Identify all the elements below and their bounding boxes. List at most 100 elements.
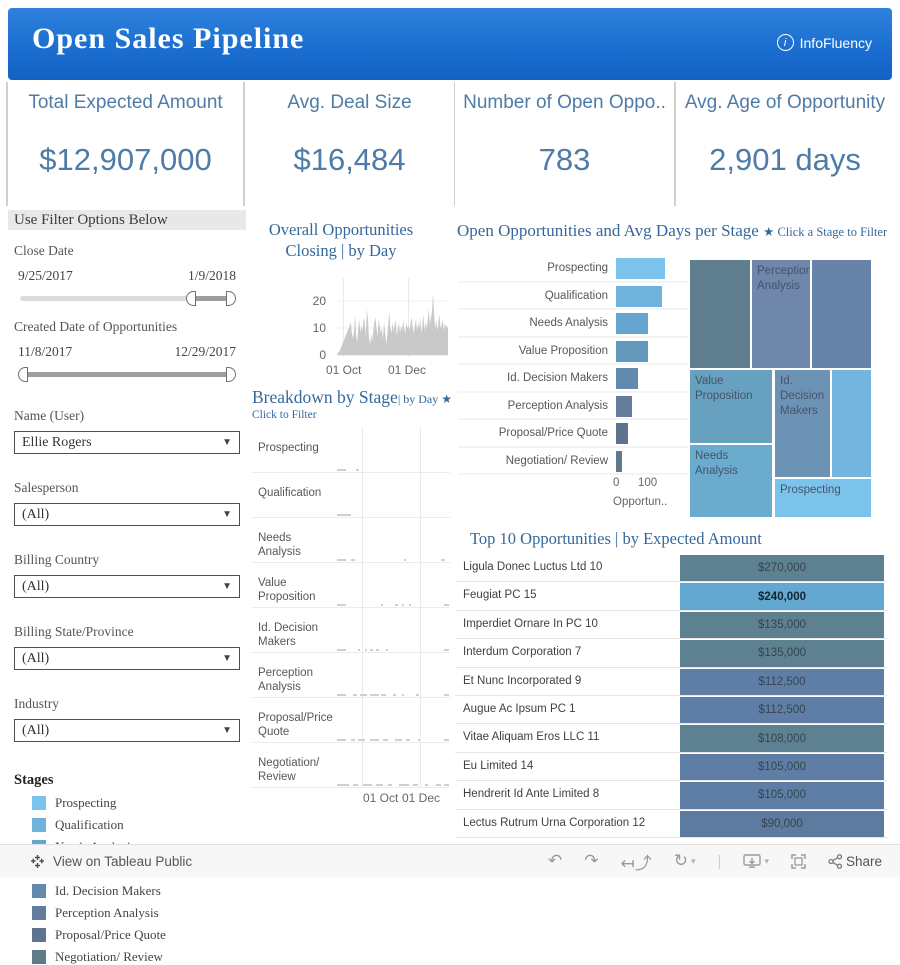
legend-swatch (32, 884, 46, 898)
treemap-cell-needs-analysis[interactable]: Needs Analysis (690, 445, 772, 517)
treemap-cell-id-decision-makers[interactable]: Id. Decision Makers (775, 370, 830, 477)
breakdown-row-label: Qualification (258, 487, 336, 501)
stage-bar-row[interactable]: Prospecting (458, 255, 688, 283)
stage-bar-row[interactable]: Negotiation/ Review (458, 448, 688, 476)
sparkline-mark (358, 649, 360, 651)
dropdown-select[interactable]: (All)▼ (14, 719, 240, 742)
download-button[interactable]: ▾ (743, 854, 769, 869)
table-row[interactable]: Ligula Donec Luctus Ltd 10$270,000 (455, 554, 887, 582)
close-date-slider[interactable] (20, 290, 234, 306)
view-on-tableau-public-link[interactable]: View on Tableau Public (30, 854, 192, 869)
table-row[interactable]: Hendrerit Id Ante Limited 8$105,000 (455, 781, 887, 809)
slider-right-handle[interactable] (226, 291, 236, 306)
stage-bar[interactable] (616, 396, 632, 417)
fullscreen-button[interactable] (791, 854, 806, 869)
table-row[interactable]: Imperdiet Ornare In PC 10$135,000 (455, 611, 887, 639)
treemap-cell-value-proposition[interactable]: Value Proposition (690, 370, 772, 443)
revert-button[interactable]: ↤⤴ (621, 849, 652, 874)
stage-bar[interactable] (616, 258, 665, 279)
created-date-slider[interactable] (20, 366, 234, 382)
dropdown-select[interactable]: (All)▼ (14, 503, 240, 526)
treemap-cell-negotiation-review[interactable] (690, 260, 750, 368)
tableau-logo-icon (30, 854, 45, 869)
breakdown-row[interactable]: Qualification (252, 473, 450, 518)
legend-item[interactable]: Proposal/Price Quote (32, 927, 246, 943)
axis-tick-100: 100 (638, 477, 657, 489)
breakdown-row-chart (335, 743, 450, 788)
legend-item[interactable]: Prospecting (32, 795, 246, 811)
table-row[interactable]: Lectus Rutrum Urna Corporation 12$90,000 (455, 810, 887, 838)
breakdown-row[interactable]: Prospecting (252, 428, 450, 473)
undo-button[interactable]: ↶ (548, 851, 562, 871)
stage-bar[interactable] (616, 286, 662, 307)
stage-bar[interactable] (616, 451, 622, 472)
gridline (362, 698, 363, 743)
legend-item[interactable]: Qualification (32, 817, 246, 833)
sparkline-mark (337, 739, 346, 741)
stage-bar-row[interactable]: Qualification (458, 283, 688, 311)
dropdown-label: Billing State/Province (14, 624, 246, 640)
overall-area-chart[interactable] (337, 278, 448, 357)
table-row[interactable]: Vitae Aliquam Eros LLC 11$108,000 (455, 724, 887, 752)
table-row[interactable]: Et Nunc Incorporated 9$112,500 (455, 668, 887, 696)
stage-bar[interactable] (616, 341, 648, 362)
breakdown-row[interactable]: Needs Analysis (252, 518, 450, 563)
redo-button[interactable]: ↷ (584, 851, 598, 871)
stage-bar[interactable] (616, 368, 638, 389)
stage-bar-row[interactable]: Value Proposition (458, 338, 688, 366)
opportunity-name: Vitae Aliquam Eros LLC 11 (463, 731, 599, 743)
table-row[interactable]: Augue Ac Ipsum PC 1$112,500 (455, 696, 887, 724)
opportunity-name: Augue Ac Ipsum PC 1 (463, 703, 576, 715)
legend-item[interactable]: Id. Decision Makers (32, 883, 246, 899)
sparkline-mark (444, 649, 449, 651)
breakdown-row[interactable]: Value Proposition (252, 563, 450, 608)
stage-bar[interactable] (616, 313, 648, 334)
treemap-cell-proposal-price-quote[interactable] (812, 260, 871, 368)
overall-xtick-dec: 01 Dec (388, 363, 426, 377)
share-button[interactable]: Share (828, 854, 882, 869)
created-date-start: 11/8/2017 (18, 344, 72, 360)
breakdown-row[interactable]: Negotiation/ Review (252, 743, 450, 788)
slider-left-handle[interactable] (186, 291, 196, 306)
stage-bar-label: Negotiation/ Review (506, 455, 608, 467)
treemap-cell-perception-analysis[interactable]: Perception Analysis (752, 260, 810, 368)
breakdown-row[interactable]: Proposal/Price Quote (252, 698, 450, 743)
breakdown-row[interactable]: Id. Decision Makers (252, 608, 450, 653)
sparkline-mark (358, 739, 365, 741)
dropdown-select[interactable]: Ellie Rogers▼ (14, 431, 240, 454)
stage-bar[interactable] (616, 423, 628, 444)
gridline (362, 608, 363, 653)
breakdown-title-main: Breakdown by Stage (252, 387, 398, 407)
legend-label: Id. Decision Makers (55, 883, 161, 899)
sparkline-mark (386, 649, 388, 651)
slider-right-handle[interactable] (226, 367, 236, 382)
legend-item[interactable]: Perception Analysis (32, 905, 246, 921)
redo-icon: ↷ (584, 851, 598, 871)
stage-bar-row[interactable]: Needs Analysis (458, 310, 688, 338)
ytick-10: 10 (304, 321, 326, 335)
stage-bar-row[interactable]: Perception Analysis (458, 393, 688, 421)
table-row[interactable]: Feugiat PC 15$240,000 (455, 582, 887, 610)
sparkline-mark (337, 514, 351, 516)
toolbar-divider: | (718, 853, 722, 870)
dropdown-value: (All) (22, 723, 49, 739)
refresh-button[interactable]: ↻ ▾ (674, 851, 696, 871)
dropdown-select[interactable]: (All)▼ (14, 647, 240, 670)
slider-left-handle[interactable] (18, 367, 28, 382)
dropdown-value: (All) (22, 507, 49, 523)
treemap-cell-prospecting[interactable]: Prospecting (775, 479, 871, 517)
table-row[interactable]: Interdum Corporation 7$135,000 (455, 639, 887, 667)
bottom-toolbar: View on Tableau Public ↶ ↷ ↤⤴ ↻ ▾ | ▾ (0, 844, 900, 877)
sparkline-mark (365, 649, 367, 651)
table-row[interactable]: Eu Limited 14$105,000 (455, 753, 887, 781)
opportunity-name: Lectus Rutrum Urna Corporation 12 (463, 817, 645, 829)
download-icon (743, 854, 761, 869)
stage-bar-row[interactable]: Id. Decision Makers (458, 365, 688, 393)
treemap-cell-qualification[interactable] (832, 370, 871, 477)
legend-swatch (32, 906, 46, 920)
kpi-card: Total Expected Amount$12,907,000 (8, 82, 243, 206)
legend-item[interactable]: Negotiation/ Review (32, 949, 246, 965)
dropdown-select[interactable]: (All)▼ (14, 575, 240, 598)
stage-bar-row[interactable]: Proposal/Price Quote (458, 420, 688, 448)
breakdown-row[interactable]: Perception Analysis (252, 653, 450, 698)
